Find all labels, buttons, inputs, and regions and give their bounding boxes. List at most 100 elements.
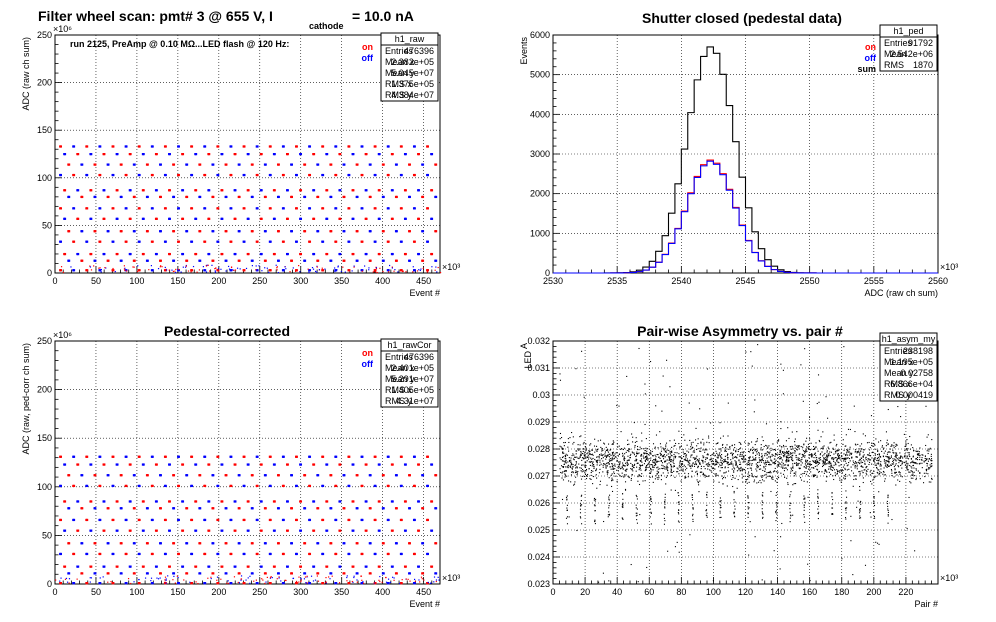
data-point (300, 580, 302, 583)
y-axis-label: ADC (raw ch sum) (21, 37, 31, 111)
data-point (409, 195, 411, 199)
x-tick-label: 100 (129, 276, 144, 286)
data-point (427, 269, 429, 272)
data-point (707, 463, 709, 465)
data-point (182, 500, 185, 503)
data-point (744, 441, 746, 443)
data-point (623, 459, 625, 462)
data-point (765, 477, 767, 479)
data-point (191, 582, 194, 585)
data-point (695, 463, 698, 466)
data-point (565, 462, 567, 464)
x-tick-label: 400 (375, 587, 390, 597)
data-point (760, 468, 762, 470)
data-point (561, 498, 564, 501)
data-point (708, 435, 710, 437)
data-point (849, 446, 851, 448)
data-point (714, 463, 716, 465)
data-point (147, 230, 149, 233)
data-point (375, 271, 377, 273)
data-point (204, 240, 207, 243)
data-point (296, 582, 298, 585)
data-point (401, 484, 403, 488)
data-point (633, 464, 635, 466)
data-point (840, 469, 842, 471)
data-point (841, 558, 843, 560)
data-point (873, 477, 875, 479)
data-point (612, 443, 614, 445)
data-point (752, 446, 754, 448)
data-point (924, 455, 926, 457)
data-point (720, 464, 722, 467)
data-point (855, 450, 857, 453)
data-point (786, 452, 788, 454)
data-point (576, 450, 578, 452)
data-point (383, 163, 385, 166)
data-point (895, 452, 898, 454)
data-point (638, 483, 641, 486)
data-point (230, 484, 233, 488)
data-point (743, 455, 745, 457)
data-point (191, 207, 194, 210)
data-point (921, 459, 923, 461)
data-point (252, 507, 254, 510)
data-point (871, 457, 873, 459)
data-point (303, 578, 306, 580)
data-point (774, 480, 776, 482)
data-point (814, 448, 816, 450)
x-tick-label: 220 (898, 587, 913, 597)
data-point (230, 582, 233, 585)
data-point (370, 230, 372, 233)
data-point (580, 478, 583, 480)
data-point (152, 173, 154, 177)
data-point (749, 467, 751, 469)
data-point (296, 240, 298, 243)
data-point (838, 449, 840, 451)
data-point (388, 207, 390, 210)
data-point (930, 455, 932, 457)
data-point (811, 453, 813, 456)
data-point (881, 446, 883, 448)
data-point (736, 466, 738, 468)
data-point (918, 453, 920, 455)
data-point (240, 578, 243, 580)
data-point (927, 452, 929, 455)
data-point (785, 467, 787, 469)
data-point (182, 266, 184, 268)
data-point (781, 464, 783, 466)
data-point (361, 518, 364, 522)
data-point (383, 195, 385, 199)
data-point (130, 463, 132, 466)
data-point (613, 471, 615, 473)
data-point (656, 461, 659, 463)
data-point (99, 145, 102, 148)
data-point (407, 578, 409, 580)
data-point (808, 462, 810, 464)
data-point (774, 455, 776, 457)
data-point (769, 457, 771, 459)
data-point (659, 431, 661, 433)
data-point (409, 230, 411, 233)
data-point (878, 454, 881, 456)
data-point (64, 153, 67, 156)
data-point (683, 434, 685, 436)
data-point (912, 456, 914, 458)
data-point (238, 582, 241, 584)
data-point (391, 267, 393, 269)
data-point (352, 189, 355, 192)
data-point (798, 445, 800, 447)
data-point (309, 518, 312, 522)
data-point (716, 462, 718, 464)
data-point (160, 259, 162, 262)
data-point (187, 270, 190, 272)
data-point (883, 452, 885, 454)
x-exponent: ×10³ (940, 573, 958, 583)
data-point (773, 550, 775, 552)
data-point (779, 456, 781, 458)
data-point (569, 466, 571, 468)
data-point (186, 195, 189, 199)
stats-row-value: 1.375e+05 (391, 79, 434, 89)
data-point (112, 269, 115, 272)
data-point (646, 450, 648, 452)
data-point (849, 452, 851, 454)
